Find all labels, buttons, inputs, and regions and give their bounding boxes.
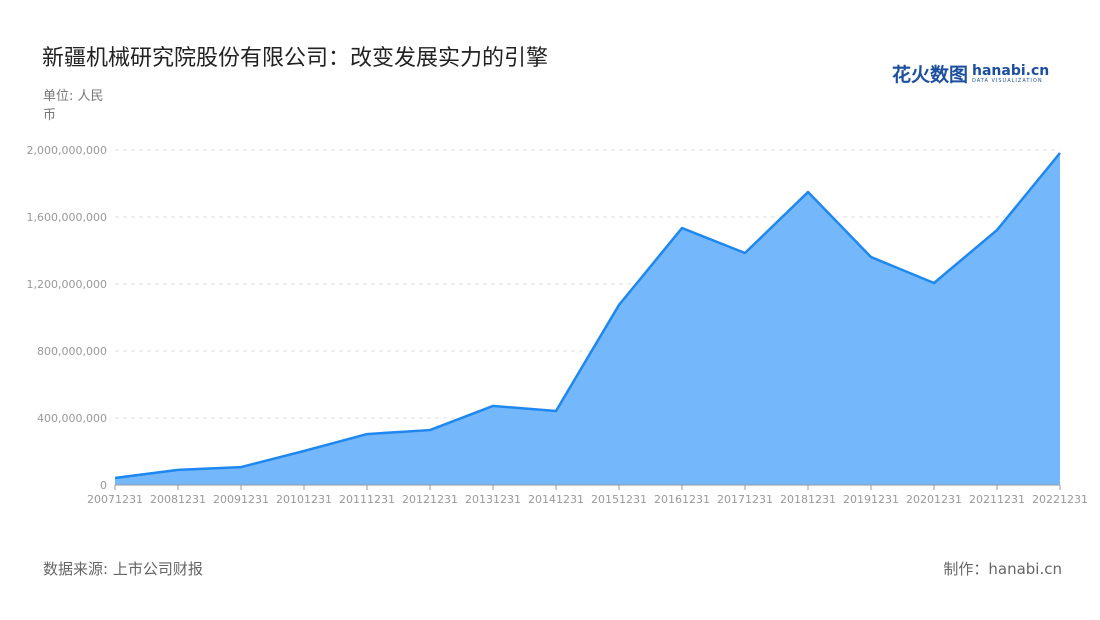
y-tick-label: 0 — [100, 479, 107, 492]
x-tick-label: 20121231 — [402, 493, 458, 506]
x-tick-label: 20071231 — [87, 493, 143, 506]
x-tick-label: 20221231 — [1032, 493, 1088, 506]
x-tick-label: 20181231 — [780, 493, 836, 506]
logo-en-block: hanabi.cn DATA VISUALIZATION — [972, 64, 1049, 84]
x-tick-label: 20141231 — [528, 493, 584, 506]
y-tick-label: 1,600,000,000 — [27, 211, 107, 224]
x-tick-label: 20151231 — [591, 493, 647, 506]
area-fill — [115, 153, 1060, 485]
x-tick-label: 20081231 — [150, 493, 206, 506]
x-tick-label: 20191231 — [843, 493, 899, 506]
logo-cn: 花火数图 — [892, 64, 969, 86]
x-tick-label: 20101231 — [276, 493, 332, 506]
x-tick-label: 20091231 — [213, 493, 269, 506]
series-line — [114, 152, 1061, 480]
x-tick-label: 20111231 — [339, 493, 395, 506]
y-tick-label: 1,200,000,000 — [27, 278, 107, 291]
chart-title: 新疆机械研究院股份有限公司：改变发展实力的引擎 — [42, 46, 549, 71]
x-tick-label: 20211231 — [969, 493, 1025, 506]
credit: 制作：hanabi.cn — [943, 560, 1062, 578]
data-source: 数据来源: 上市公司财报 — [43, 560, 203, 578]
logo: 花火数图 hanabi.cn DATA VISUALIZATION — [892, 60, 1049, 87]
unit-label: 单位: 人民币 — [43, 89, 104, 123]
logo-en: hanabi.cn — [972, 62, 1050, 79]
y-tick-label: 2,000,000,000 — [27, 144, 107, 157]
x-tick-label: 20131231 — [465, 493, 521, 506]
x-tick-label: 20161231 — [654, 493, 710, 506]
x-tick-label: 20171231 — [717, 493, 773, 506]
y-tick-label: 800,000,000 — [37, 345, 107, 358]
logo-sub: DATA VISUALIZATION — [972, 77, 1043, 84]
x-tick-label: 20201231 — [906, 493, 962, 506]
y-tick-label: 400,000,000 — [37, 412, 107, 425]
